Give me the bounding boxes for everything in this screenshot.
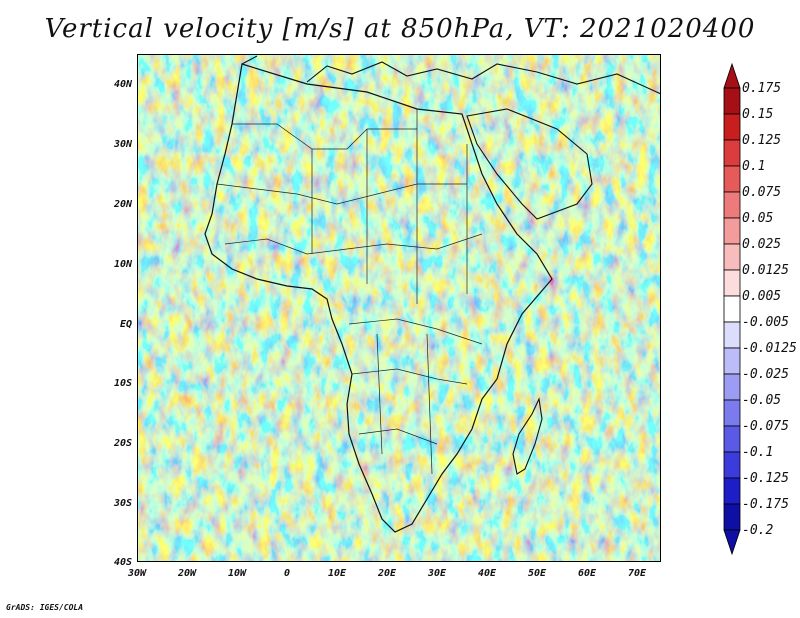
map-frame xyxy=(137,54,661,562)
credit-text: GrADS: IGES/COLA xyxy=(6,603,84,612)
colorbar-label: 0.05 xyxy=(742,211,774,226)
colorbar-label: -0.1 xyxy=(742,445,774,460)
colorbar-cell xyxy=(723,191,741,219)
colorbar-label: -0.075 xyxy=(742,419,789,434)
europe-coastline xyxy=(241,55,661,95)
lon-label: 0 xyxy=(283,568,291,579)
colorbar-cell xyxy=(723,165,741,193)
lat-label: EQ xyxy=(119,319,132,330)
colorbar-label: 0.15 xyxy=(742,107,774,122)
colorbar-label: -0.0125 xyxy=(742,341,797,356)
lon-label: 20W xyxy=(177,568,197,579)
colorbar-label: 0.0125 xyxy=(742,263,789,278)
lat-label: 40S xyxy=(113,557,132,568)
colorbar-cell xyxy=(723,113,741,141)
lon-label: 50E xyxy=(527,568,547,579)
colorbar-cell xyxy=(723,373,741,401)
country-borders xyxy=(216,109,483,475)
lon-label: 60E xyxy=(577,568,597,579)
colorbar-cell xyxy=(723,269,741,297)
lon-label: 10W xyxy=(227,568,247,579)
lat-label: 10N xyxy=(113,259,132,270)
plot-title: Vertical velocity [m/s] at 850hPa, VT: 2… xyxy=(44,14,756,44)
colorbar-cell xyxy=(723,451,741,479)
colorbar-label: 0.075 xyxy=(742,185,782,200)
colorbar-cell xyxy=(723,425,741,453)
lon-label: 30E xyxy=(427,568,447,579)
colorbar-label: 0.025 xyxy=(742,237,782,252)
colorbar-label: 0.125 xyxy=(742,133,782,148)
lat-label: 20N xyxy=(113,199,132,210)
africa-coastline xyxy=(204,63,553,533)
velocity-field xyxy=(137,54,661,562)
colorbar-cell xyxy=(723,347,741,375)
colorbar-top-arrow xyxy=(723,62,741,89)
lat-label: 30S xyxy=(113,498,132,509)
arabia-outline xyxy=(466,108,593,220)
colorbar-cell xyxy=(723,139,741,167)
lon-label: 70E xyxy=(627,568,647,579)
lat-label: 40N xyxy=(113,79,132,90)
lon-label: 40E xyxy=(477,568,497,579)
colorbar-label: -0.2 xyxy=(742,523,774,538)
colorbar-cell xyxy=(723,503,741,531)
colorbar-label: 0.175 xyxy=(742,81,782,96)
colorbar-label: 0.005 xyxy=(742,289,782,304)
colorbar-cell xyxy=(723,243,741,271)
colorbar-cell xyxy=(723,295,741,323)
colorbar-label: -0.025 xyxy=(742,367,789,382)
colorbar-cell xyxy=(723,321,741,349)
colorbar-label: -0.05 xyxy=(742,393,782,408)
lat-label: 10S xyxy=(113,378,132,389)
colorbar-label: 0.1 xyxy=(742,159,766,174)
colorbar-cell xyxy=(723,477,741,505)
map-panel xyxy=(137,54,661,562)
colorbar-label: -0.125 xyxy=(742,471,789,486)
colorbar-bottom-arrow xyxy=(723,529,741,556)
colorbar-label: -0.005 xyxy=(742,315,789,330)
colorbar xyxy=(723,62,741,556)
lon-label: 30W xyxy=(127,568,147,579)
colorbar-cell xyxy=(723,399,741,427)
lon-label: 20E xyxy=(377,568,397,579)
madagascar-outline xyxy=(512,397,543,475)
colorbar-cell xyxy=(723,87,741,115)
lat-label: 20S xyxy=(113,438,132,449)
lon-label: 10E xyxy=(327,568,347,579)
lat-label: 30N xyxy=(113,139,132,150)
colorbar-cell xyxy=(723,217,741,245)
colorbar-label: -0.175 xyxy=(742,497,789,512)
